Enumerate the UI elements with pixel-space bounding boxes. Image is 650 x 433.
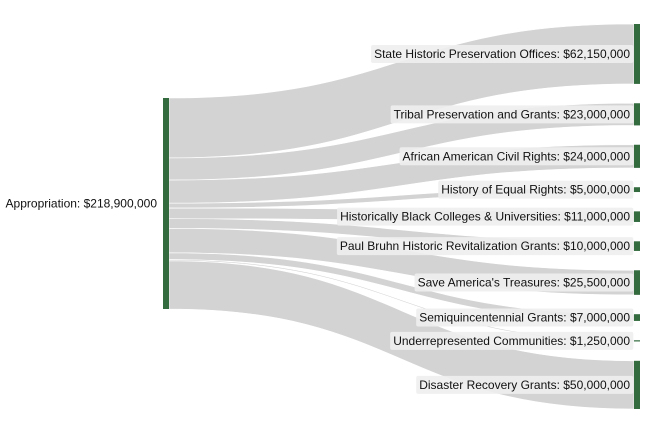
target-label-3: History of Equal Rights: $5,000,000 (441, 183, 630, 197)
source-label: Appropriation: $218,900,000 (6, 197, 158, 211)
target-label-8: Underrepresented Communities: $1,250,000 (393, 334, 630, 348)
target-node-5 (634, 241, 640, 251)
target-label-0: State Historic Preservation Offices: $62… (374, 47, 630, 61)
target-node-7 (634, 314, 640, 321)
target-label-5: Paul Bruhn Historic Revitalization Grant… (340, 239, 630, 253)
target-label-7: Semiquincentennial Grants: $7,000,000 (419, 311, 630, 325)
target-label-bg-0 (371, 44, 634, 63)
target-label-4: Historically Black Colleges & Universiti… (340, 210, 630, 224)
target-label-bg-6 (414, 273, 634, 292)
target-node-9 (634, 360, 640, 409)
target-label-bg-1 (390, 105, 634, 124)
target-label-bg-2 (399, 147, 634, 166)
target-node-1 (634, 103, 640, 126)
target-label-bg-3 (438, 180, 634, 199)
target-node-6 (634, 270, 640, 295)
target-label-bg-8 (390, 331, 634, 350)
link-7 (168, 252, 635, 322)
target-label-bg-5 (336, 237, 634, 256)
target-node-3 (634, 187, 640, 193)
target-node-2 (634, 144, 640, 168)
target-label-bg-9 (416, 375, 634, 394)
target-label-1: Tribal Preservation and Grants: $23,000,… (394, 107, 631, 121)
target-label-6: Save America's Treasures: $25,500,000 (418, 276, 631, 290)
target-node-8 (634, 340, 640, 342)
target-label-bg-4 (337, 207, 634, 226)
target-label-2: African American Civil Rights: $24,000,0… (403, 149, 631, 163)
target-node-0 (634, 24, 640, 84)
source-node (163, 98, 169, 309)
nodes-layer (163, 24, 640, 409)
labels-layer: Appropriation: $218,900,000 State Histori… (6, 44, 634, 394)
target-node-4 (634, 211, 640, 222)
target-label-9: Disaster Recovery Grants: $50,000,000 (419, 378, 630, 392)
target-label-bg-7 (416, 308, 634, 327)
